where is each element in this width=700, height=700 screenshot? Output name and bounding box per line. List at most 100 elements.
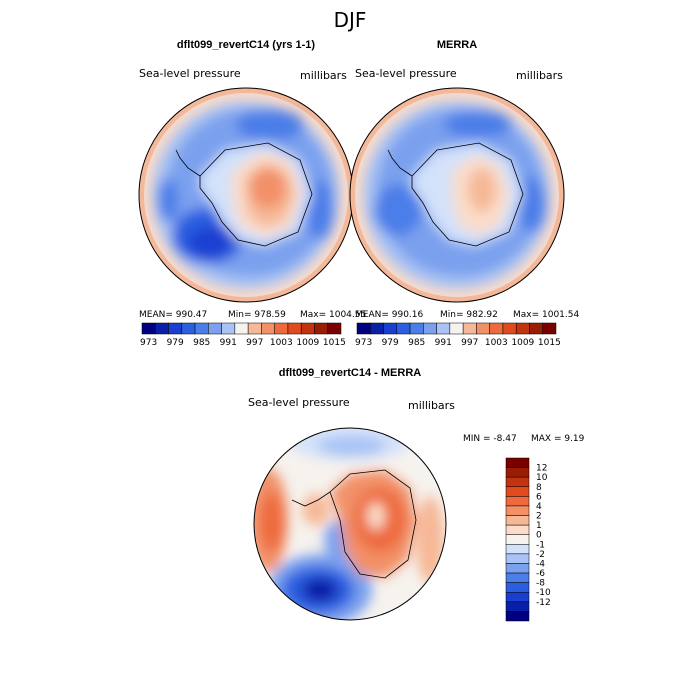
colorbar-tick-label: -12: [536, 598, 551, 608]
panel-model-max: Max= 1004.55: [300, 310, 366, 320]
colorbar-tick-label: 2: [536, 512, 542, 522]
colorbar-swatch: [505, 524, 530, 535]
panel-merra-colorbar: 973 979 985 991 997 1003 1009 1015: [355, 322, 561, 348]
colorbar-swatch: [505, 582, 530, 593]
colorbar-tick-label: 6: [536, 492, 542, 502]
colorbar-tick-label: 12: [536, 464, 547, 474]
colorbar-swatch: [356, 322, 371, 335]
colorbar-tick-label: 985: [193, 338, 210, 348]
panel-merra-map: [350, 88, 564, 302]
panel-merra: MERRA Sea-level pressure millibars MEAN=…: [349, 39, 579, 348]
panel-merra-title: MERRA: [437, 39, 477, 51]
panel-difference-map-outline: [253, 427, 447, 621]
panel-merra-min: Min= 982.92: [440, 310, 498, 320]
colorbar-swatch: [505, 496, 530, 507]
panel-merra-max: Max= 1001.54: [513, 310, 579, 320]
colorbar-swatch: [505, 457, 530, 468]
colorbar-swatch: [505, 611, 530, 622]
colorbar-tick-label: 1: [536, 521, 542, 531]
colorbar-swatch: [436, 322, 451, 335]
colorbar-swatch: [409, 322, 424, 335]
panel-model-mean: MEAN= 990.47: [139, 310, 207, 320]
colorbar-swatch: [314, 322, 328, 335]
colorbar-tick-label: 979: [382, 338, 399, 348]
colorbar-swatch: [529, 322, 543, 335]
colorbar-swatch: [234, 322, 249, 335]
colorbar-swatch: [208, 322, 222, 335]
panel-difference: dflt099_revertC14 - MERRA Sea-level pres…: [248, 367, 585, 622]
colorbar-tick-label: -1: [536, 540, 545, 550]
panel-difference-min: MIN = -8.47: [463, 434, 517, 444]
colorbar-tick-label: 1015: [538, 338, 561, 348]
colorbar-swatch: [383, 322, 398, 335]
colorbar-tick-label: -10: [536, 588, 551, 598]
colorbar-swatch: [462, 322, 477, 335]
colorbar-tick-label: 1009: [511, 338, 534, 348]
panel-difference-map: [254, 428, 446, 620]
colorbar-tick-label: -6: [536, 569, 545, 579]
colorbar-tick-label: 973: [140, 338, 157, 348]
panel-difference-max: MAX = 9.19: [531, 434, 585, 444]
colorbar-swatch: [502, 322, 517, 335]
colorbar-swatch: [261, 322, 275, 335]
colorbar-tick-label: 997: [246, 338, 263, 348]
panel-difference-units-label: millibars: [408, 399, 455, 412]
colorbar-swatch: [505, 544, 530, 555]
colorbar-swatch: [505, 553, 530, 564]
panel-model-title: dflt099_revertC14 (yrs 1-1): [177, 39, 316, 51]
colorbar-swatch: [449, 322, 464, 335]
panel-merra-map-outline: [349, 87, 565, 303]
colorbar-tick-label: 979: [167, 338, 184, 348]
panel-model-variable-label: Sea-level pressure: [139, 67, 241, 80]
colorbar-swatch: [168, 322, 183, 335]
colorbar-swatch: [327, 322, 342, 335]
colorbar-swatch: [505, 563, 530, 574]
colorbar-tick-label: 991: [435, 338, 452, 348]
colorbar-tick-label: 1003: [485, 338, 508, 348]
panel-merra-variable-label: Sea-level pressure: [355, 67, 457, 80]
colorbar-swatch: [505, 476, 530, 488]
colorbar-swatch: [505, 591, 530, 603]
colorbar-tick-label: -4: [536, 559, 545, 569]
colorbar-tick-label: 1009: [296, 338, 319, 348]
colorbar-tick-label: 1015: [323, 338, 346, 348]
page-title: DJF: [334, 8, 367, 32]
colorbar-swatch: [505, 601, 530, 612]
colorbar-swatch: [370, 322, 384, 335]
panel-merra-mean: MEAN= 990.16: [355, 310, 424, 320]
colorbar-tick-label: 973: [355, 338, 372, 348]
colorbar-tick-label: 997: [461, 338, 478, 348]
colorbar-swatch: [505, 505, 530, 516]
panel-model-min: Min= 978.59: [228, 310, 286, 320]
colorbar-tick-label: 10: [536, 473, 548, 483]
panel-model-colorbar: 973 979 985 991 997 1003 1009 1015: [140, 322, 346, 348]
colorbar-swatch: [300, 322, 315, 335]
colorbar-tick-label: -8: [536, 579, 545, 589]
colorbar-swatch: [542, 322, 557, 335]
colorbar-swatch: [155, 322, 169, 335]
panel-model-map: [139, 88, 353, 302]
colorbar-swatch: [505, 486, 530, 497]
colorbar-swatch: [221, 322, 236, 335]
colorbar-swatch: [181, 322, 196, 335]
colorbar-swatch: [247, 322, 262, 335]
colorbar-swatch: [274, 322, 289, 335]
colorbar-swatch: [505, 572, 530, 583]
panel-difference-title: dflt099_revertC14 - MERRA: [279, 367, 421, 379]
colorbar-swatch: [141, 322, 156, 335]
colorbar-swatch: [476, 322, 490, 335]
colorbar-swatch: [489, 322, 504, 335]
colorbar-swatch: [287, 322, 302, 335]
colorbar-tick-label: 985: [408, 338, 425, 348]
colorbar-tick-label: 4: [536, 502, 542, 512]
panel-model: dflt099_revertC14 (yrs 1-1) Sea-level pr…: [138, 39, 366, 348]
colorbar-swatch: [515, 322, 530, 335]
colorbar-swatch: [423, 322, 437, 335]
colorbar-tick-label: 0: [536, 531, 542, 541]
colorbar-tick-label: 991: [220, 338, 237, 348]
colorbar-swatch: [505, 467, 530, 478]
colorbar-swatch: [505, 534, 530, 545]
panel-difference-variable-label: Sea-level pressure: [248, 396, 350, 409]
